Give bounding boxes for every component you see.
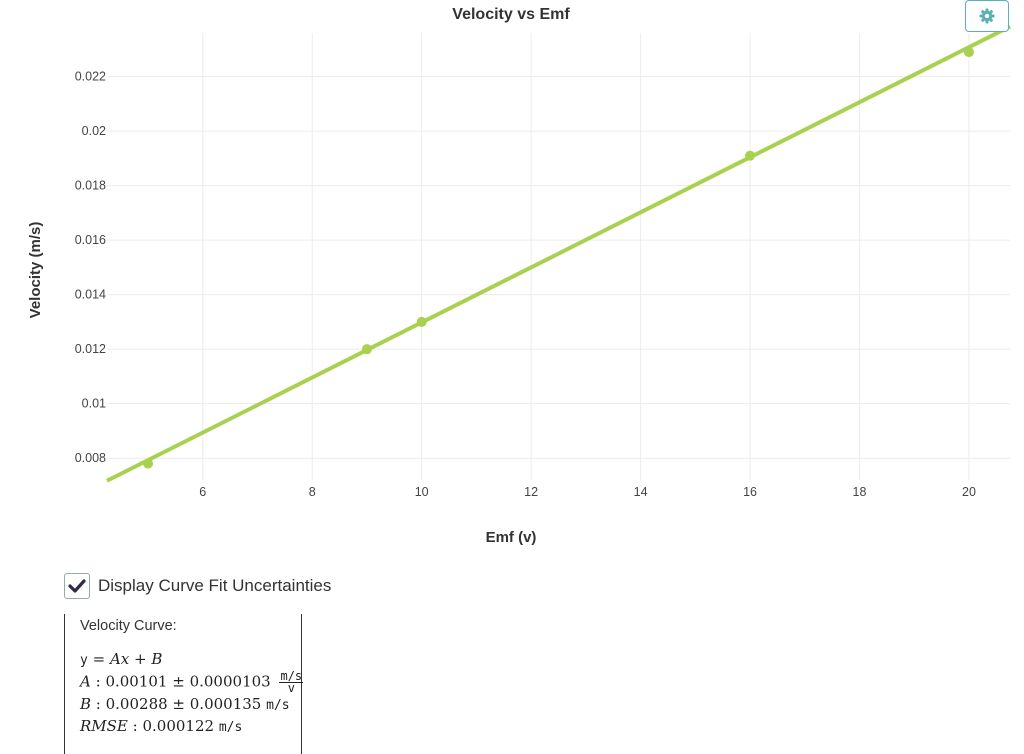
- x-tick-label: 8: [309, 485, 316, 499]
- data-point[interactable]: [143, 458, 154, 469]
- y-tick-label: 0.01: [82, 397, 106, 411]
- y-tick-label: 0.018: [75, 179, 106, 193]
- y-tick-label: 0.02: [82, 124, 106, 138]
- curve-fit-results: Velocity Curve: y = Ax + B A : 0.00101 ±…: [64, 614, 304, 754]
- data-point[interactable]: [745, 150, 756, 161]
- x-tick-label: 12: [524, 485, 538, 499]
- fit-title: Velocity Curve:: [80, 618, 177, 634]
- uncertainty-label[interactable]: Display Curve Fit Uncertainties: [98, 576, 332, 595]
- fit-equation: y = Ax + B: [80, 650, 163, 668]
- gear-icon: [979, 8, 995, 24]
- y-tick-label: 0.014: [75, 288, 106, 302]
- y-tick-label: 0.022: [75, 70, 106, 84]
- chart-area: 6 8 10 12 14 16 18 20 0.0080.010.0120.0140.0160…: [27, 6, 1011, 546]
- x-tick-label: 18: [853, 485, 867, 499]
- a-unit-fraction: m/s v: [279, 669, 304, 695]
- x-axis-ticks: 6 8 10 12 14 16 18 20: [199, 485, 976, 499]
- x-tick-label: 10: [415, 485, 429, 499]
- settings-button[interactable]: [965, 0, 1009, 32]
- x-tick-label: 6: [199, 485, 206, 499]
- data-point[interactable]: [416, 316, 427, 327]
- data-point[interactable]: [361, 344, 372, 355]
- fit-param-b: B : 0.00288 ± 0.000135 m/s: [80, 695, 290, 713]
- y-axis-label: Velocity (m/s): [27, 222, 44, 319]
- y-axis-ticks: 0.008 0.01 0.012 0.014 0.016 0.018 0.02 0.022: [75, 70, 106, 466]
- x-axis-label: Emf (v): [486, 529, 537, 546]
- y-tick-label: 0.016: [75, 233, 106, 247]
- grid-lines: [107, 33, 1010, 480]
- x-tick-label: 16: [743, 485, 757, 499]
- fit-line-group: [106, 24, 1011, 483]
- x-tick-label: 20: [962, 485, 976, 499]
- data-point[interactable]: [963, 47, 974, 58]
- y-tick-label: 0.012: [75, 342, 106, 356]
- fit-param-a: A : 0.00101 ± 0.0000103 m/s v: [80, 669, 304, 695]
- x-tick-label: 14: [634, 485, 648, 499]
- fit-line: [106, 24, 1011, 483]
- data-points: [143, 47, 974, 469]
- uncertainty-checkbox[interactable]: [64, 573, 90, 599]
- checkmark-icon: [68, 579, 86, 593]
- uncertainty-toggle-row: Display Curve Fit Uncertainties: [64, 573, 331, 599]
- fit-rmse: RMSE : 0.000122 m/s: [80, 717, 243, 735]
- y-tick-label: 0.008: [75, 451, 106, 465]
- chart-title: Velocity vs Emf: [452, 6, 570, 23]
